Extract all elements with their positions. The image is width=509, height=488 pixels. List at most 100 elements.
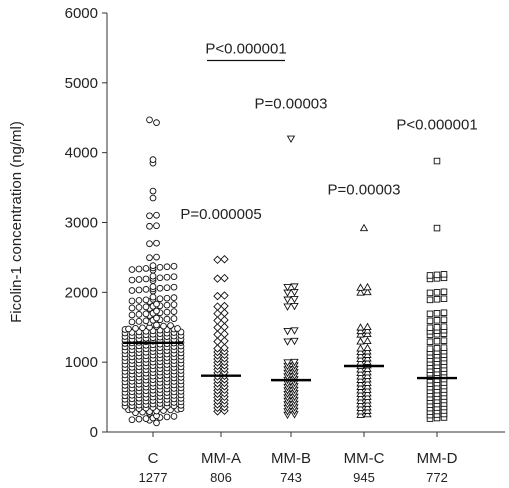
data-point [363,406,372,414]
data-point [170,283,178,291]
data-point [363,395,372,404]
data-point [156,274,164,282]
data-point [363,375,372,383]
data-point [440,309,448,316]
data-point [153,300,160,308]
data-point [363,354,372,362]
data-point [363,385,372,393]
data-point [356,323,365,331]
data-point [356,389,365,397]
data-point [153,321,160,329]
data-point [213,323,222,332]
data-point [213,255,222,265]
y-axis-label: Ficolin-1 concentration (ng/ml) [8,121,25,323]
data-point [363,329,372,338]
data-point [363,378,372,386]
data-point [356,330,365,338]
data-point [433,337,441,345]
data-point [283,359,292,367]
data-point [440,288,448,296]
data-point [286,135,296,144]
data-point [433,317,441,324]
data-point [135,286,143,294]
data-point [146,116,153,124]
data-point [153,119,160,126]
data-point [363,399,372,407]
data-point [142,317,150,325]
data-point [363,326,372,334]
data-point [433,324,441,331]
data-point [220,273,229,283]
data-point [363,382,372,390]
data-point [149,283,157,290]
data-point [149,187,157,195]
data-point [426,289,434,297]
x-tick-label: C [148,450,159,467]
data-point [139,324,146,332]
y-tick-label: 1000 [65,354,98,371]
data-point [356,326,365,335]
data-point [440,295,448,303]
category-count-label: 743 [280,470,302,485]
x-tick-label: MM-A [201,450,241,467]
data-point [356,372,365,380]
data-point [128,318,136,326]
data-point [363,322,372,331]
data-point [433,271,441,279]
data-point [163,308,171,316]
data-point [146,212,153,220]
data-point [220,254,229,264]
data-point [163,294,171,302]
data-point [426,272,434,279]
data-point [363,287,372,296]
data-point [149,194,157,202]
data-point [356,400,365,408]
data-point [213,309,222,318]
x-tick-label: MM-D [417,450,458,467]
y-tick-label: 4000 [65,145,98,162]
data-point [363,368,372,376]
data-point [426,324,434,332]
y-tick-label: 0 [90,424,98,441]
data-point [156,263,164,271]
data-point [433,344,441,352]
data-point [426,338,434,346]
data-point [290,327,299,335]
data-point [170,308,178,315]
data-point [356,368,365,376]
data-point [153,419,160,427]
data-point [142,265,150,272]
data-point [356,354,365,363]
data-point [213,274,222,283]
data-point [363,336,372,344]
data-point [135,276,143,283]
data-point [290,337,299,346]
data-point [220,329,229,339]
data-point [356,337,365,345]
data-point [363,388,372,397]
data-point [128,311,136,319]
chart-labels: P=0.000005 P=0.00003 P=0.00003 P<0.000001 P<… [180,40,477,223]
data-point [356,379,365,387]
data-point [128,287,136,294]
data-point [213,344,222,353]
data-point [170,273,178,281]
data-point [283,283,292,292]
data-point [433,289,441,296]
data-point [363,364,372,372]
data-point [433,224,441,232]
data-point [174,325,181,332]
data-point [440,323,448,330]
x-tick-label: MM-B [271,450,311,467]
data-point [142,310,150,318]
data-point [163,301,171,309]
category-count-label: 945 [353,470,375,485]
data-point [128,266,136,273]
data-point [213,337,222,346]
data-point [135,318,143,325]
data-point [170,413,178,420]
data-point [213,291,222,301]
data-point [440,337,448,344]
data-point [363,402,372,411]
